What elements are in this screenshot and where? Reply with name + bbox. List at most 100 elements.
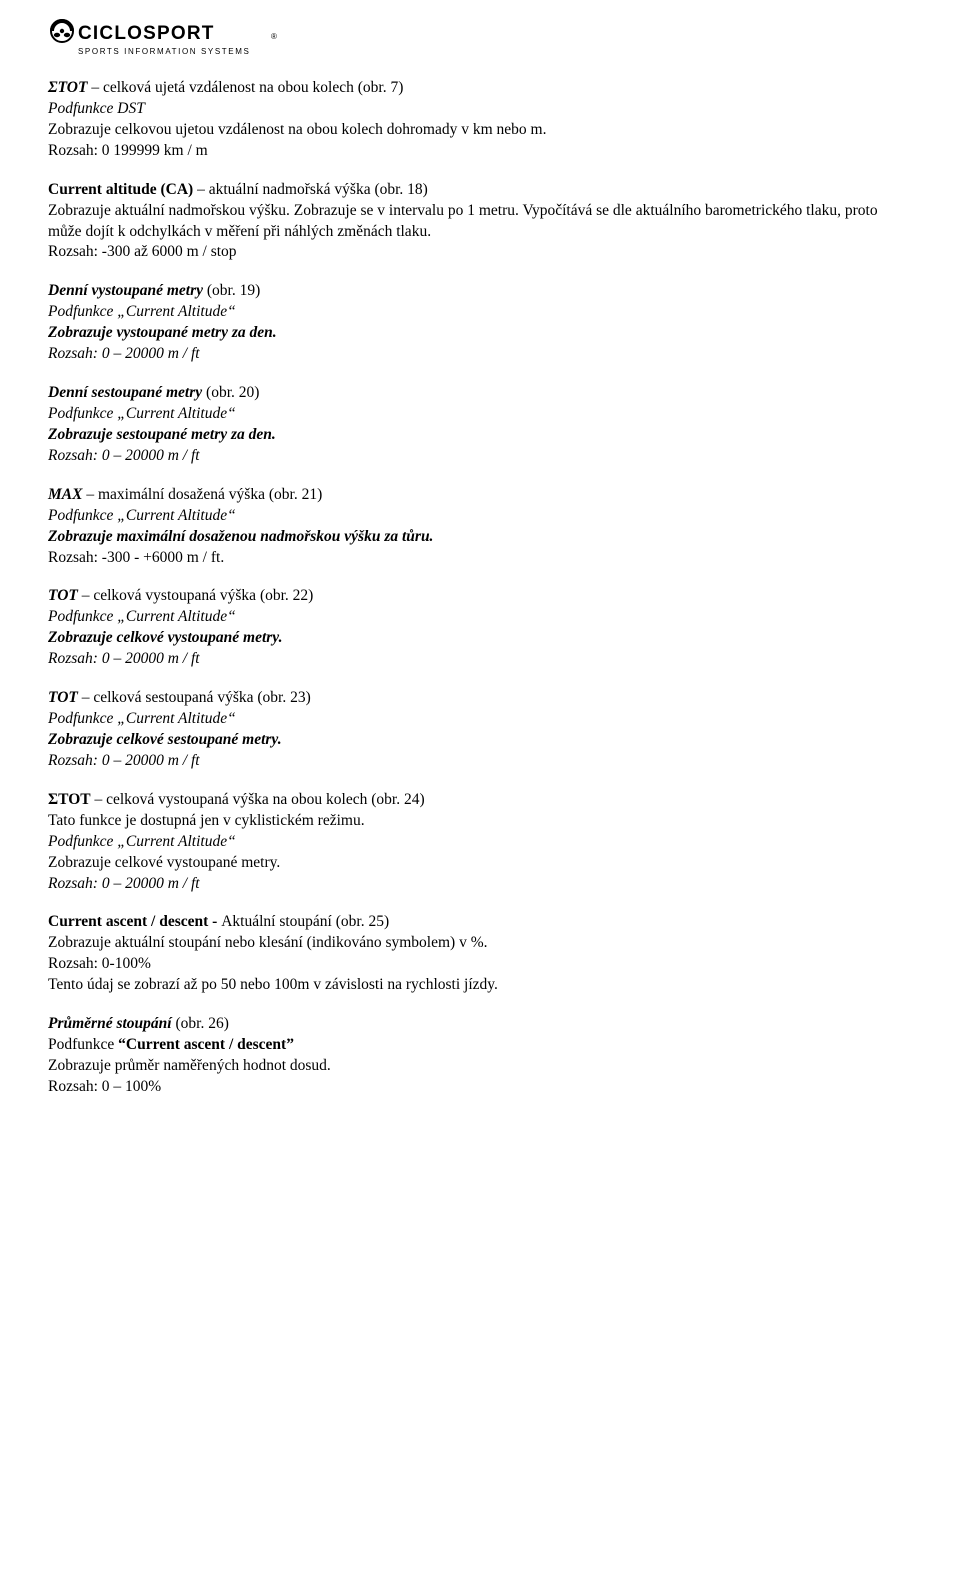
text-run: (obr. 20)	[202, 384, 259, 401]
doc-section: Denní sestoupané metry (obr. 20)Podfunkc…	[48, 383, 912, 467]
doc-line: Rozsah: 0 – 20000 m / ft	[48, 751, 912, 772]
doc-line: Podfunkce „Current Altitude“	[48, 302, 912, 323]
doc-line: Podfunkce „Current Altitude“	[48, 832, 912, 853]
text-run: (obr. 19)	[203, 282, 260, 299]
text-run: Rozsah: 0 199999 km / m	[48, 142, 208, 159]
text-run: “Current ascent / descent”	[118, 1036, 294, 1053]
text-run: Aktuální stoupání (obr. 25)	[221, 913, 389, 930]
text-run: Podfunkce „Current Altitude“	[48, 405, 236, 422]
doc-line: Zobrazuje sestoupané metry za den.	[48, 425, 912, 446]
doc-line: Zobrazuje celkové vystoupané metry.	[48, 853, 912, 874]
text-run: – celková ujetá vzdálenost na obou kolec…	[87, 79, 403, 96]
text-run: Tato funkce je dostupná jen v cyklistick…	[48, 812, 365, 829]
text-run: – celková vystoupaná výška (obr. 22)	[78, 587, 313, 604]
text-run: Průměrné stoupání	[48, 1015, 172, 1032]
text-run: Denní vystoupané metry	[48, 282, 203, 299]
doc-line: Rozsah: 0 199999 km / m	[48, 141, 912, 162]
text-run: Rozsah: 0 – 20000 m / ft	[48, 447, 200, 464]
doc-section: Denní vystoupané metry (obr. 19)Podfunkc…	[48, 281, 912, 365]
doc-line: ΣTOT – celková vystoupaná výška na obou …	[48, 790, 912, 811]
text-run: Zobrazuje celkové vystoupané metry.	[48, 629, 282, 646]
doc-section: ΣTOT – celková ujetá vzdálenost na obou …	[48, 78, 912, 162]
document-body: ΣTOT – celková ujetá vzdálenost na obou …	[48, 78, 912, 1098]
text-run: ΣTOT	[48, 79, 87, 96]
doc-line: Zobrazuje vystoupané metry za den.	[48, 323, 912, 344]
text-run: Zobrazuje průměr naměřených hodnot dosud…	[48, 1057, 331, 1074]
doc-line: Zobrazuje celkové sestoupané metry.	[48, 730, 912, 751]
text-run: Rozsah: 0 – 20000 m / ft	[48, 875, 200, 892]
doc-line: Tato funkce je dostupná jen v cyklistick…	[48, 811, 912, 832]
text-run: Zobrazuje sestoupané metry za den.	[48, 426, 276, 443]
doc-line: TOT – celková vystoupaná výška (obr. 22)	[48, 586, 912, 607]
text-run: Zobrazuje aktuální nadmořskou výšku. Zob…	[48, 202, 878, 240]
doc-line: Rozsah: 0 – 20000 m / ft	[48, 874, 912, 895]
text-run: MAX	[48, 486, 82, 503]
text-run: Podfunkce „Current Altitude“	[48, 710, 236, 727]
text-run: Rozsah: 0-100%	[48, 955, 151, 972]
doc-line: Rozsah: 0 – 100%	[48, 1077, 912, 1098]
text-run: Zobrazuje vystoupané metry za den.	[48, 324, 277, 341]
text-run: Zobrazuje celkovou ujetou vzdálenost na …	[48, 121, 546, 138]
doc-section: Current ascent / descent - Aktuální stou…	[48, 912, 912, 996]
text-run: Podfunkce „Current Altitude“	[48, 608, 236, 625]
doc-line: Current ascent / descent - Aktuální stou…	[48, 912, 912, 933]
doc-line: TOT – celková sestoupaná výška (obr. 23)	[48, 688, 912, 709]
text-run: – celková vystoupaná výška na obou kolec…	[91, 791, 425, 808]
doc-line: Podfunkce „Current Altitude“	[48, 404, 912, 425]
text-run: Denní sestoupané metry	[48, 384, 202, 401]
doc-line: Podfunkce DST	[48, 99, 912, 120]
text-run: Podfunkce „Current Altitude“	[48, 833, 236, 850]
doc-line: Zobrazuje maximální dosaženou nadmořskou…	[48, 527, 912, 548]
doc-line: Podfunkce „Current Altitude“	[48, 506, 912, 527]
text-run: Rozsah: 0 – 20000 m / ft	[48, 650, 200, 667]
doc-section: TOT – celková sestoupaná výška (obr. 23)…	[48, 688, 912, 772]
text-run: Tento údaj se zobrazí až po 50 nebo 100m…	[48, 976, 498, 993]
doc-line: Denní vystoupané metry (obr. 19)	[48, 281, 912, 302]
text-run: TOT	[48, 689, 78, 706]
doc-line: MAX – maximální dosažená výška (obr. 21)	[48, 485, 912, 506]
doc-section: Current altitude (CA) – aktuální nadmořs…	[48, 180, 912, 264]
text-run: Rozsah: -300 - +6000 m / ft.	[48, 549, 224, 566]
text-run: Current altitude (CA)	[48, 181, 193, 198]
doc-line: Rozsah: -300 až 6000 m / stop	[48, 242, 912, 263]
doc-line: Denní sestoupané metry (obr. 20)	[48, 383, 912, 404]
doc-line: Current altitude (CA) – aktuální nadmořs…	[48, 180, 912, 201]
doc-line: Zobrazuje aktuální stoupání nebo klesání…	[48, 933, 912, 954]
doc-line: Zobrazuje celkovou ujetou vzdálenost na …	[48, 120, 912, 141]
svg-text:®: ®	[271, 32, 277, 41]
doc-line: Rozsah: 0-100%	[48, 954, 912, 975]
doc-section: ΣTOT – celková vystoupaná výška na obou …	[48, 790, 912, 895]
brand-logo: CICLOSPORT ® SPORTS INFORMATION SYSTEMS	[48, 18, 912, 64]
doc-section: TOT – celková vystoupaná výška (obr. 22)…	[48, 586, 912, 670]
text-run: Zobrazuje celkové sestoupané metry.	[48, 731, 282, 748]
text-run: Podfunkce DST	[48, 100, 145, 117]
doc-line: Rozsah: 0 – 20000 m / ft	[48, 446, 912, 467]
text-run: ΣTOT	[48, 791, 91, 808]
doc-section: MAX – maximální dosažená výška (obr. 21)…	[48, 485, 912, 569]
brand-top-text: CICLOSPORT	[78, 23, 215, 44]
doc-line: Zobrazuje průměr naměřených hodnot dosud…	[48, 1056, 912, 1077]
doc-section: Průměrné stoupání (obr. 26)Podfunkce “Cu…	[48, 1014, 912, 1098]
text-run: – celková sestoupaná výška (obr. 23)	[78, 689, 311, 706]
doc-line: Rozsah: 0 – 20000 m / ft	[48, 649, 912, 670]
text-run: (obr. 26)	[172, 1015, 229, 1032]
brand-sub-text: SPORTS INFORMATION SYSTEMS	[78, 47, 250, 56]
text-run: Rozsah: 0 – 20000 m / ft	[48, 752, 200, 769]
doc-line: Podfunkce “Current ascent / descent”	[48, 1035, 912, 1056]
text-run: Rozsah: -300 až 6000 m / stop	[48, 243, 237, 260]
doc-line: Zobrazuje celkové vystoupané metry.	[48, 628, 912, 649]
text-run: – aktuální nadmořská výška (obr. 18)	[193, 181, 428, 198]
text-run: TOT	[48, 587, 78, 604]
text-run: Podfunkce	[48, 1036, 118, 1053]
text-run: Rozsah: 0 – 100%	[48, 1078, 161, 1095]
text-run: Podfunkce „Current Altitude“	[48, 507, 236, 524]
text-run: Zobrazuje aktuální stoupání nebo klesání…	[48, 934, 488, 951]
doc-line: Rozsah: -300 - +6000 m / ft.	[48, 548, 912, 569]
text-run: Rozsah: 0 – 20000 m / ft	[48, 345, 200, 362]
text-run: Podfunkce „Current Altitude“	[48, 303, 236, 320]
doc-line: Průměrné stoupání (obr. 26)	[48, 1014, 912, 1035]
text-run: – maximální dosažená výška (obr. 21)	[82, 486, 322, 503]
doc-line: Zobrazuje aktuální nadmořskou výšku. Zob…	[48, 201, 912, 243]
text-run: Zobrazuje maximální dosaženou nadmořskou…	[48, 528, 433, 545]
doc-line: Rozsah: 0 – 20000 m / ft	[48, 344, 912, 365]
